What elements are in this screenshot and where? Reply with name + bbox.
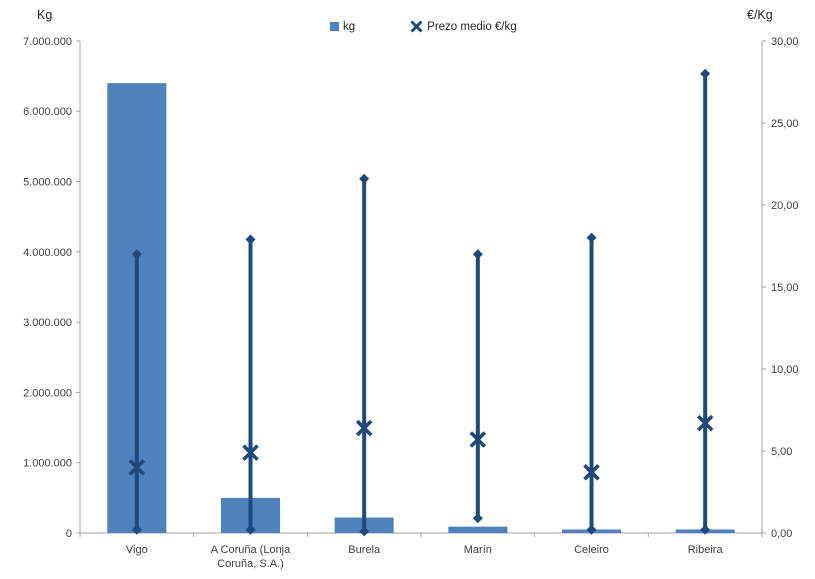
mean-x-marker-3 bbox=[469, 431, 487, 448]
min-diamond-marker-2 bbox=[359, 526, 370, 537]
min-diamond-marker-0 bbox=[131, 524, 142, 535]
min-diamond-marker-4 bbox=[586, 524, 597, 535]
max-diamond-marker-2 bbox=[359, 173, 370, 184]
kg-series-square-icon bbox=[330, 22, 339, 31]
min-diamond-marker-5 bbox=[700, 524, 711, 535]
min-diamond-marker-1 bbox=[245, 524, 256, 535]
legend-item-kg: kg bbox=[330, 21, 355, 33]
legend: kg Prezo medio €/kg bbox=[330, 20, 517, 33]
x-category-label: Marín bbox=[464, 544, 492, 556]
left-axis-tick-label: 6.000.000 bbox=[23, 106, 72, 118]
mean-x-marker-2 bbox=[355, 419, 373, 437]
x-category-label: Ribeira bbox=[688, 544, 724, 556]
right-axis-tick-label: 10,00 bbox=[771, 364, 799, 376]
max-diamond-marker-5 bbox=[700, 68, 711, 79]
max-diamond-marker-4 bbox=[586, 232, 597, 243]
mean-x-marker-0 bbox=[128, 459, 146, 476]
right-axis-tick-label: 25,00 bbox=[771, 118, 799, 130]
left-axis-tick-label: 1.000.000 bbox=[23, 458, 72, 470]
legend-label-prezo-medio: Prezo medio €/kg bbox=[427, 20, 517, 33]
left-axis-tick-label: 2.000.000 bbox=[23, 387, 72, 399]
bar-3 bbox=[448, 526, 508, 533]
left-axis-tick-label: 5.000.000 bbox=[23, 176, 72, 188]
right-axis-title: €/Kg bbox=[747, 8, 773, 22]
x-category-label: A Coruña (Lonja bbox=[211, 544, 291, 556]
mean-x-marker-5 bbox=[696, 414, 714, 432]
mean-x-marker-1 bbox=[242, 444, 259, 461]
left-axis-tick-label: 4.000.000 bbox=[23, 247, 72, 259]
left-axis-tick-label: 0 bbox=[66, 528, 72, 540]
x-category-label: Burela bbox=[348, 544, 381, 556]
right-axis-tick-label: 30,00 bbox=[771, 36, 799, 48]
x-category-label: Vigo bbox=[126, 544, 148, 556]
max-diamond-marker-0 bbox=[131, 249, 142, 260]
max-diamond-marker-1 bbox=[245, 234, 256, 245]
x-category-label: Coruña, S.A.) bbox=[217, 558, 284, 570]
left-axis-title: Kg bbox=[37, 8, 53, 22]
right-axis-tick-label: 0,00 bbox=[771, 528, 792, 540]
right-axis-tick-label: 20,00 bbox=[771, 200, 799, 212]
left-axis-tick-label: 7.000.000 bbox=[23, 36, 72, 48]
legend-item-prezo-medio: Prezo medio €/kg bbox=[410, 20, 517, 33]
x-category-label: Celeiro bbox=[574, 544, 609, 556]
x-marker-icon bbox=[410, 20, 423, 33]
max-diamond-marker-3 bbox=[472, 249, 483, 260]
min-diamond-marker-3 bbox=[472, 513, 483, 524]
mean-x-marker-4 bbox=[583, 464, 600, 481]
left-axis-tick-label: 3.000.000 bbox=[23, 317, 72, 329]
right-axis-tick-label: 15,00 bbox=[771, 282, 799, 294]
right-axis-tick-label: 5,00 bbox=[771, 446, 792, 458]
legend-label-kg: kg bbox=[343, 20, 356, 33]
